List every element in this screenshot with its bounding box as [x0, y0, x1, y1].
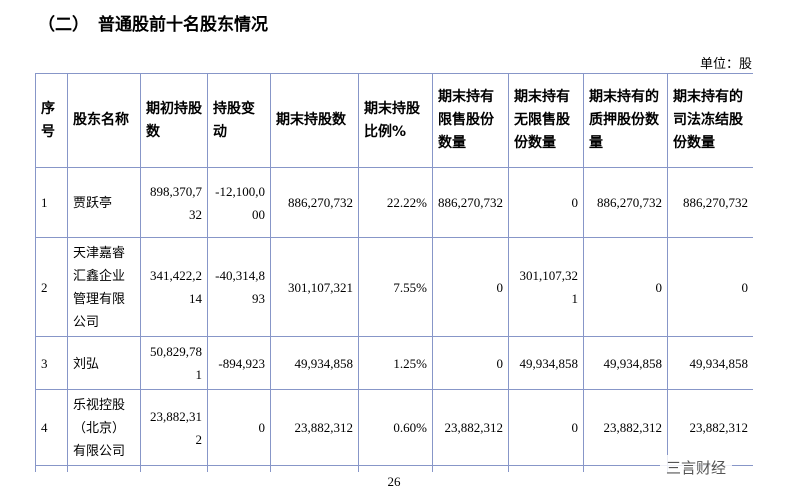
header-cell: 期末持股数 [270, 73, 359, 168]
header-cell: 股东名称 [67, 73, 141, 168]
table-row: 3 刘弘 50,829,781 -894,923 49,934,858 1.25% 0 49,… [35, 336, 753, 390]
watermark: 三言财经 [660, 455, 733, 480]
table-cell: 大成基金 [67, 465, 141, 472]
table-cell: 49,934,858 [270, 336, 359, 390]
table-cell: 0 [667, 237, 753, 337]
table-cell: 22.22% [358, 167, 433, 238]
table-row: 4 乐视控股（北京）有限公司 23,882,312 0 23,882,312 0.60% 2… [35, 389, 753, 466]
table-cell: 23,882,312 [270, 389, 359, 466]
table-cell: 49,934,858 [508, 336, 584, 390]
table-cell: 5 [35, 465, 68, 472]
header-cell: 期初持股数 [140, 73, 208, 168]
table-cell: 49,934,858 [667, 336, 753, 390]
table-row: 5大成基金18,606,848018,606,8480.47%018,606,8… [35, 465, 753, 472]
table-cell: 18,606,848 [270, 465, 359, 472]
table-cell: 刘弘 [67, 336, 141, 390]
header-cell: 持股变动 [207, 73, 271, 168]
header-cell: 期末持有的质押股份数量 [583, 73, 668, 168]
table-cell: 0 [432, 465, 509, 472]
table-cell: 898,370,732 [140, 167, 208, 238]
table-cell: 0 [583, 465, 668, 472]
table-cell: 天津嘉睿汇鑫企业管理有限公司 [67, 237, 141, 337]
header-cell: 期末持股比例% [358, 73, 433, 168]
table-cell: -894,923 [207, 336, 271, 390]
table-cell: 7.55% [358, 237, 433, 337]
table-cell: 3 [35, 336, 68, 390]
header-row: 序号 股东名称 期初持股数 持股变动 期末持股数 期末持股比例% 期末持有限售股份数量 期末持… [35, 73, 753, 168]
table-cell: 0 [432, 237, 509, 337]
table-cell: 23,882,312 [140, 389, 208, 466]
header-cell: 期末持有限售股份数量 [432, 73, 509, 168]
table-cell: 0 [508, 167, 584, 238]
table-cell: 50,829,781 [140, 336, 208, 390]
table-cell: 贾跃亭 [67, 167, 141, 238]
table-cell: 886,270,732 [432, 167, 509, 238]
table-cell: 乐视控股（北京）有限公司 [67, 389, 141, 466]
page-number: 26 [387, 474, 401, 489]
table-cell: 886,270,732 [667, 167, 753, 238]
table-wrap: 序号 股东名称 期初持股数 持股变动 期末持股数 期末持股比例% 期末持有限售股份数量 期末持… [35, 73, 753, 472]
table-cell: 18,606,848 [140, 465, 208, 472]
section-title: 普通股前十名股东情况 [98, 15, 268, 35]
table-cell: 0 [207, 389, 271, 466]
table-cell: 0.47% [358, 465, 433, 472]
table-cell: 301,107,321 [270, 237, 359, 337]
table-cell: 341,422,214 [140, 237, 208, 337]
table-cell: 23,882,312 [583, 389, 668, 466]
table-cell: 0 [508, 389, 584, 466]
shareholder-table: 序号 股东名称 期初持股数 持股变动 期末持股数 期末持股比例% 期末持有限售股份数量 期末持… [35, 73, 753, 472]
table-cell: 23,882,312 [667, 389, 753, 466]
table-cell: 301,107,321 [508, 237, 584, 337]
header-cell: 期末持有无限售股份数量 [508, 73, 584, 168]
table-row: 2 天津嘉睿汇鑫企业管理有限公司 341,422,214 -40,314,893 301… [35, 237, 753, 337]
table-cell: 1 [35, 167, 68, 238]
table-cell: 49,934,858 [583, 336, 668, 390]
unit-note: 单位：股 [699, 56, 752, 71]
table-cell: 23,882,312 [432, 389, 509, 466]
table-cell: 0 [432, 336, 509, 390]
table-cell: 886,270,732 [270, 167, 359, 238]
header-cell: 期末持有的司法冻结股份数量 [667, 73, 753, 168]
table-row: 1 贾跃亭 898,370,732 -12,100,000 886,270,732 22.… [35, 167, 753, 238]
table-cell: -12,100,000 [207, 167, 271, 238]
section-number: （二） [38, 15, 89, 35]
table-cell: 0.60% [358, 389, 433, 466]
table-cell: 886,270,732 [583, 167, 668, 238]
header-cell: 序号 [35, 73, 68, 168]
table-cell: 4 [35, 389, 68, 466]
table-cell: -40,314,893 [207, 237, 271, 337]
table-cell: 0 [207, 465, 271, 472]
table-cell: 0 [583, 237, 668, 337]
table-cell: 2 [35, 237, 68, 337]
table-cell: 18,606,848 [508, 465, 584, 472]
table-cell: 1.25% [358, 336, 433, 390]
